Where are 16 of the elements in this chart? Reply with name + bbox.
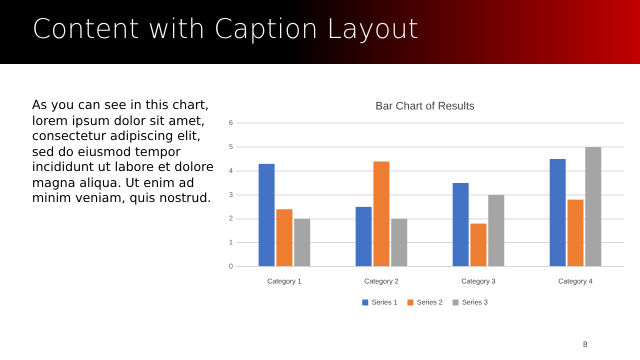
bar	[470, 224, 486, 266]
bar	[258, 164, 275, 266]
bar	[391, 218, 408, 266]
text: As you can see in this chart, lorem ipsum dolor sit amet, consectetur adipiscing elit, sed do eiusmod tempor incididunt ut labore et dolore magna aliqua. Ut enim ad minim veniam, quis nostrud.	[32, 97, 215, 206]
bar	[550, 159, 566, 266]
text: 8	[583, 340, 588, 349]
text: Content with Caption Layout	[32, 14, 418, 45]
bar	[488, 194, 504, 266]
bar	[276, 209, 292, 266]
bar	[585, 147, 602, 266]
bar	[356, 206, 372, 266]
bar	[452, 182, 469, 266]
bar	[294, 218, 310, 266]
bar	[373, 161, 390, 266]
chart-title: Bar Chart of Results	[375, 100, 476, 113]
bar	[567, 200, 584, 266]
